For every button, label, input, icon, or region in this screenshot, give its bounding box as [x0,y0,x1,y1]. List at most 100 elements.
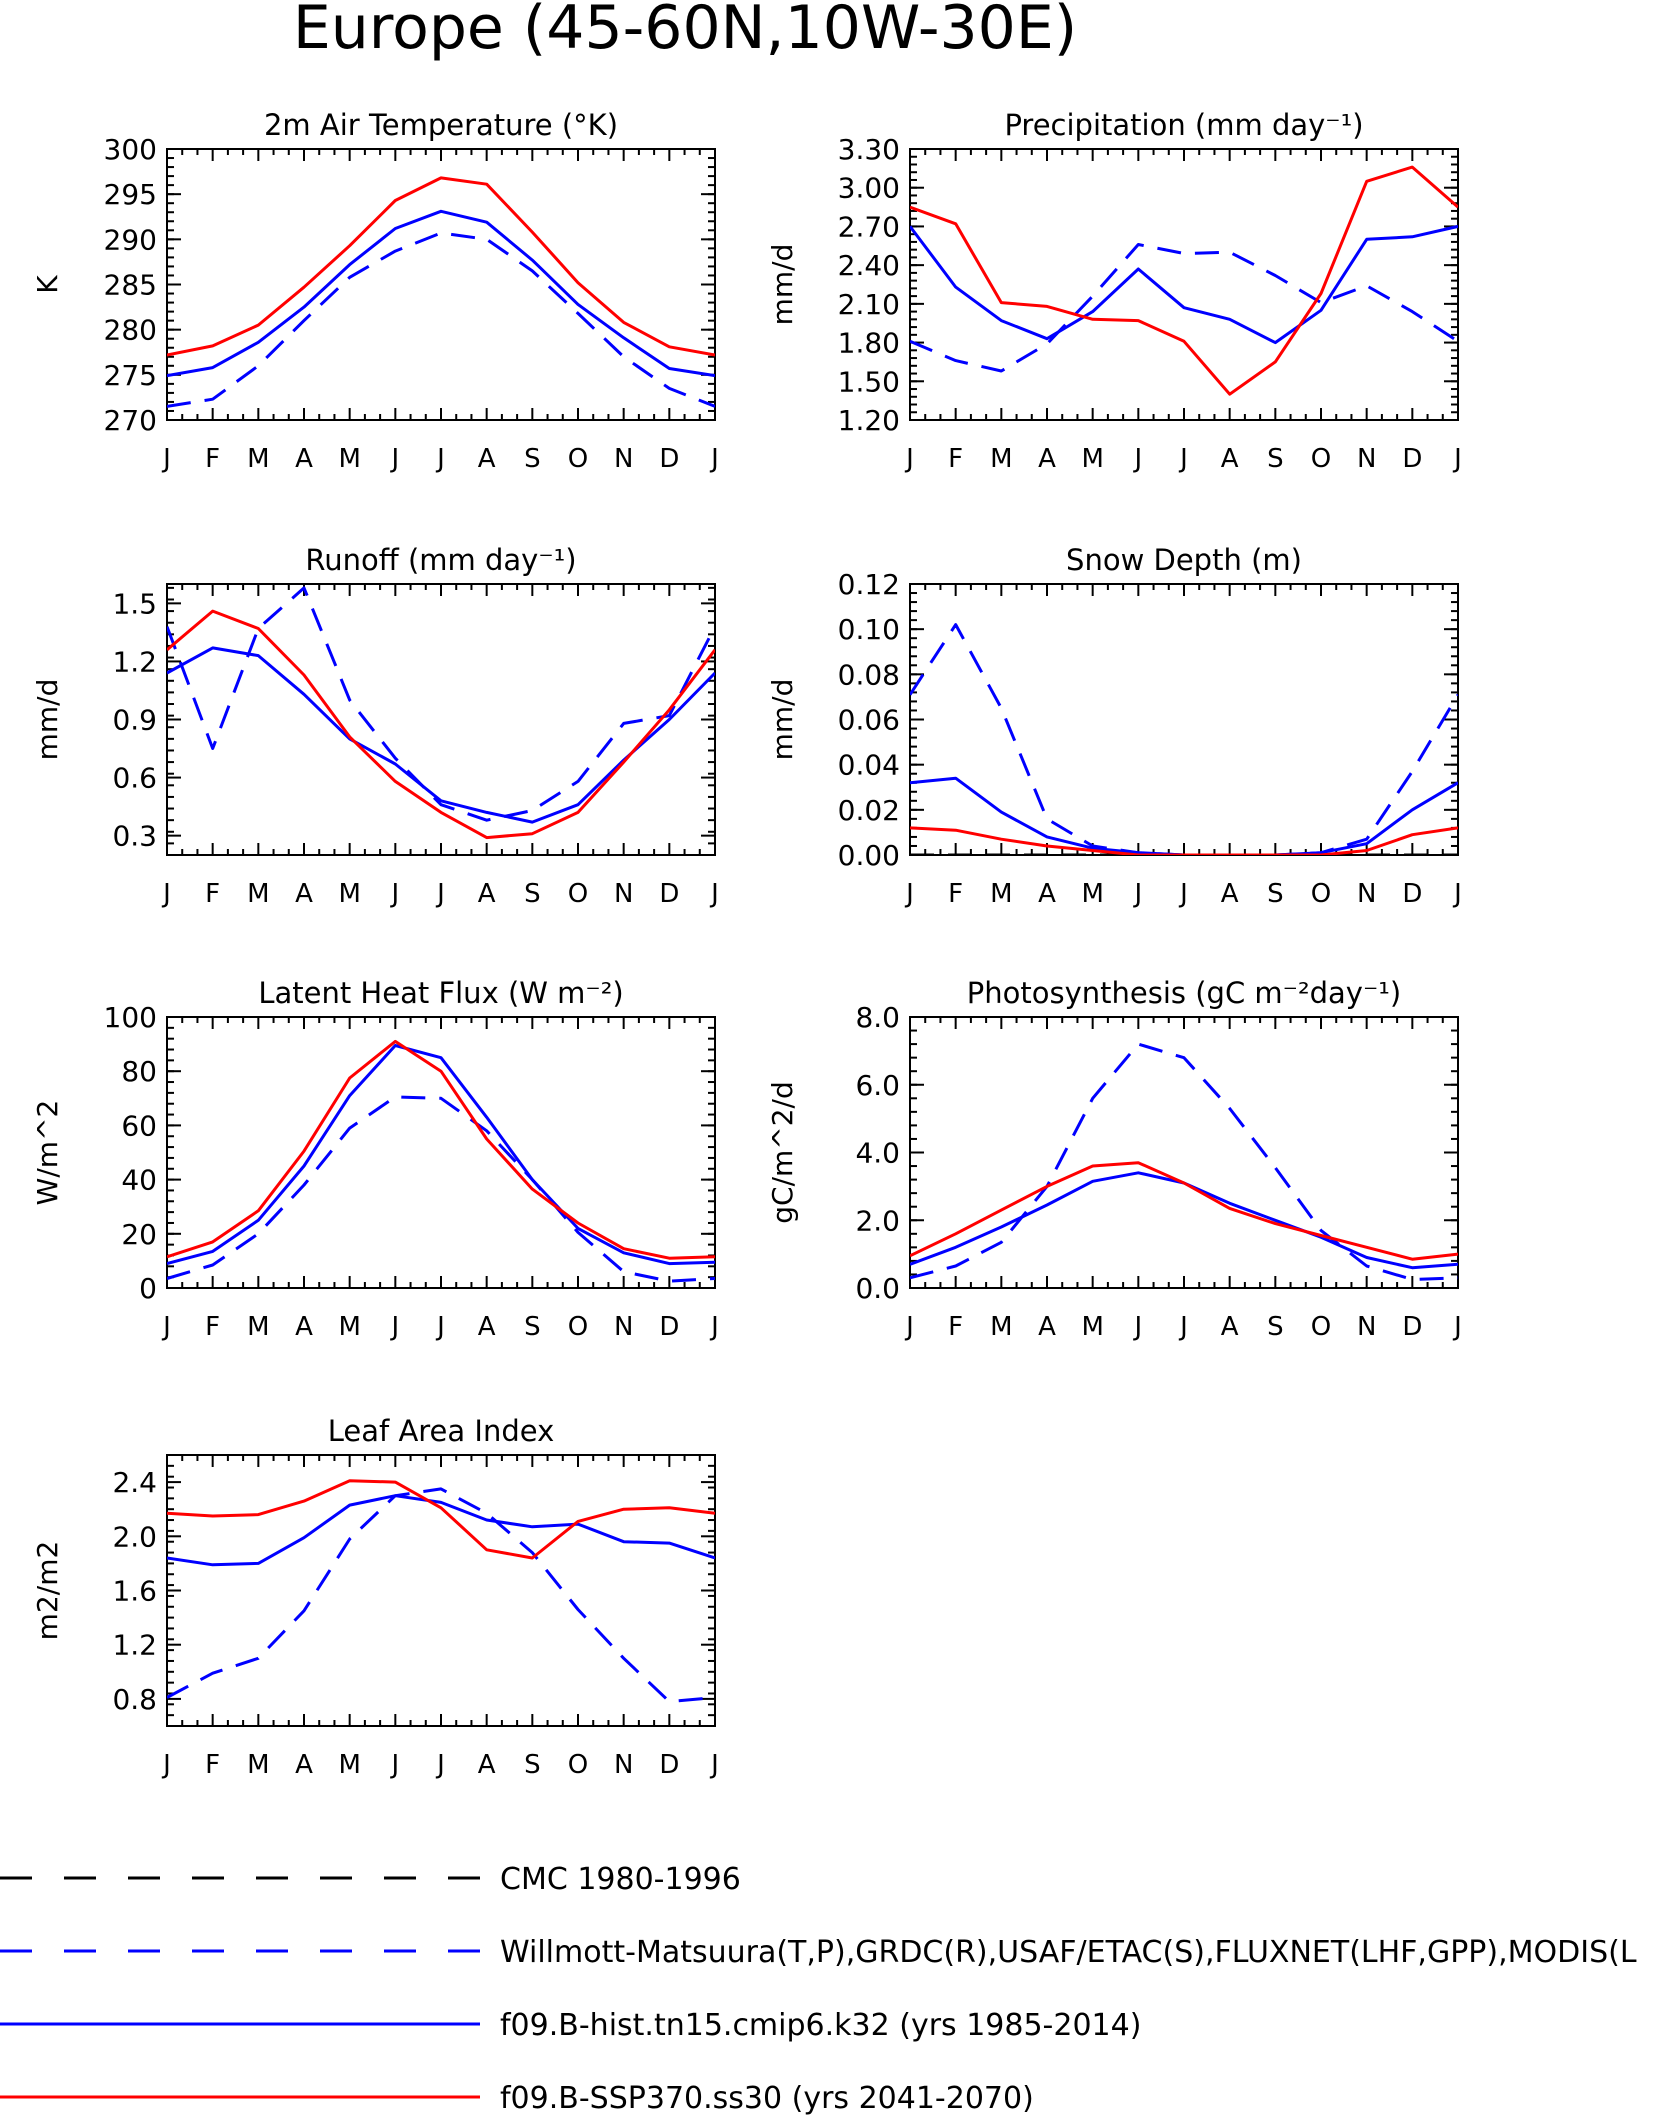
x-tick-label: S [524,1312,541,1342]
series-line [167,1487,715,1704]
x-tick-label: M [1081,1312,1103,1342]
series-line [910,165,1458,396]
x-tick-label: J [435,879,445,909]
x-tick-label: A [1221,444,1239,474]
plot-frame [909,583,1459,856]
y-tick-label: 0.0 [855,1272,900,1305]
x-tick-label: F [205,1750,220,1780]
chart-panel-4: J F M A M J J A S O N D J0.000.020.040.060.080.100.1… [766,543,1462,909]
series-group [167,1479,715,1704]
y-tick-label: 0.6 [112,762,157,795]
x-tick-label: S [1267,444,1284,474]
x-tick-label: F [205,444,220,474]
y-tick-label: 1.2 [112,645,157,678]
legend-item: Willmott-Matsuura(T,P),GRDC(R),USAF/ETAC… [0,1935,1637,1970]
x-tick-label: J [1178,1312,1188,1342]
x-tick-label: J [1178,879,1188,909]
y-axis-label: mm/d [766,679,799,761]
y-tick-label: 1.2 [112,1629,157,1662]
x-tick-label: J [161,879,171,909]
series-line [167,1044,715,1266]
chart-title: Precipitation (mm day⁻¹) [1004,108,1363,142]
legend: CMC 1980-1996 Willmott-Matsuura(T,P),GRDC… [0,1862,1637,2116]
legend-item: f09.B-SSP370.ss30 (yrs 2041-2070) [0,2081,1034,2116]
y-tick-label: 2.4 [112,1466,157,1499]
x-tick-label: M [1081,879,1103,909]
y-tick-label: 0.3 [112,820,157,853]
y-ticks [167,148,715,421]
x-tick-label: M [338,444,360,474]
x-tick-label: D [659,444,679,474]
x-tick-label: J [904,879,914,909]
y-tick-label: 3.30 [838,133,900,166]
x-tick-label: A [295,879,313,909]
y-tick-label: 60 [121,1109,157,1142]
y-ticks [910,583,1458,856]
series-line [167,646,715,824]
x-tick-label: F [948,444,963,474]
chart-title: Leaf Area Index [328,1414,554,1448]
legend-label: CMC 1980-1996 [500,1862,741,1897]
x-tick-label: A [478,1750,496,1780]
x-tick-label: A [1038,879,1056,909]
y-tick-label: 0.00 [838,839,900,872]
x-tick-label: A [1038,1312,1056,1342]
y-tick-label: 1.20 [838,404,900,437]
x-tick-label: S [524,444,541,474]
y-tick-label: 80 [121,1055,157,1088]
x-tick-label: J [389,1750,399,1780]
x-tick-label: J [1452,1312,1462,1342]
legend-label: Willmott-Matsuura(T,P),GRDC(R),USAF/ETAC… [500,1935,1637,1970]
chart-panel-2: J F M A M J J A S O N D J1.201.501.802.102.402.703.0… [766,108,1462,474]
x-tick-label: N [614,1750,633,1780]
y-tick-label: 3.00 [838,172,900,205]
x-tick-label: A [478,1312,496,1342]
series-group [167,176,715,408]
x-tick-label: M [338,1750,360,1780]
y-tick-label: 4.0 [855,1137,900,1170]
x-ticks [909,584,1459,855]
y-axis-label: mm/d [31,679,64,761]
x-tick-label: M [338,879,360,909]
x-tick-label: O [568,879,588,909]
y-tick-label: 1.6 [112,1575,157,1608]
chart-title: Runoff (mm day⁻¹) [305,543,576,577]
x-tick-label: S [1267,1312,1284,1342]
y-tick-label: 295 [104,178,157,211]
x-tick-label: N [1357,444,1376,474]
y-tick-label: 0.02 [838,794,900,827]
x-tick-label: J [161,444,171,474]
x-tick-label: M [990,1312,1012,1342]
y-tick-label: 0.12 [838,568,900,601]
x-tick-label: M [247,1750,269,1780]
x-tick-label: J [389,879,399,909]
y-tick-label: 0.06 [838,704,900,737]
x-tick-label: M [338,1312,360,1342]
x-tick-label: O [1311,879,1331,909]
x-tick-label: J [904,1312,914,1342]
y-axis-label: W/m^2 [31,1100,64,1206]
y-tick-label: 290 [104,223,157,256]
y-axis-label: mm/d [766,244,799,326]
x-tick-label: O [1311,444,1331,474]
x-tick-label: D [1402,444,1422,474]
y-tick-label: 2.0 [855,1204,900,1237]
x-tick-label: J [389,444,399,474]
series-line [910,826,1458,855]
legend-label: f09.B-hist.tn15.cmip6.k32 (yrs 1985-2014… [500,2008,1141,2043]
x-tick-label: A [478,444,496,474]
x-tick-label: A [295,444,313,474]
y-tick-label: 1.5 [112,587,157,620]
series-line [167,586,715,822]
x-tick-label: O [568,1312,588,1342]
y-tick-label: 280 [104,314,157,347]
chart-title: Snow Depth (m) [1066,543,1302,577]
series-line [167,1039,715,1260]
figure-title: Europe (45-60N,10W-30E) [293,0,1077,63]
y-tick-label: 2.70 [838,210,900,243]
y-axis-label: m2/m2 [31,1541,64,1641]
y-tick-label: 270 [104,404,157,437]
